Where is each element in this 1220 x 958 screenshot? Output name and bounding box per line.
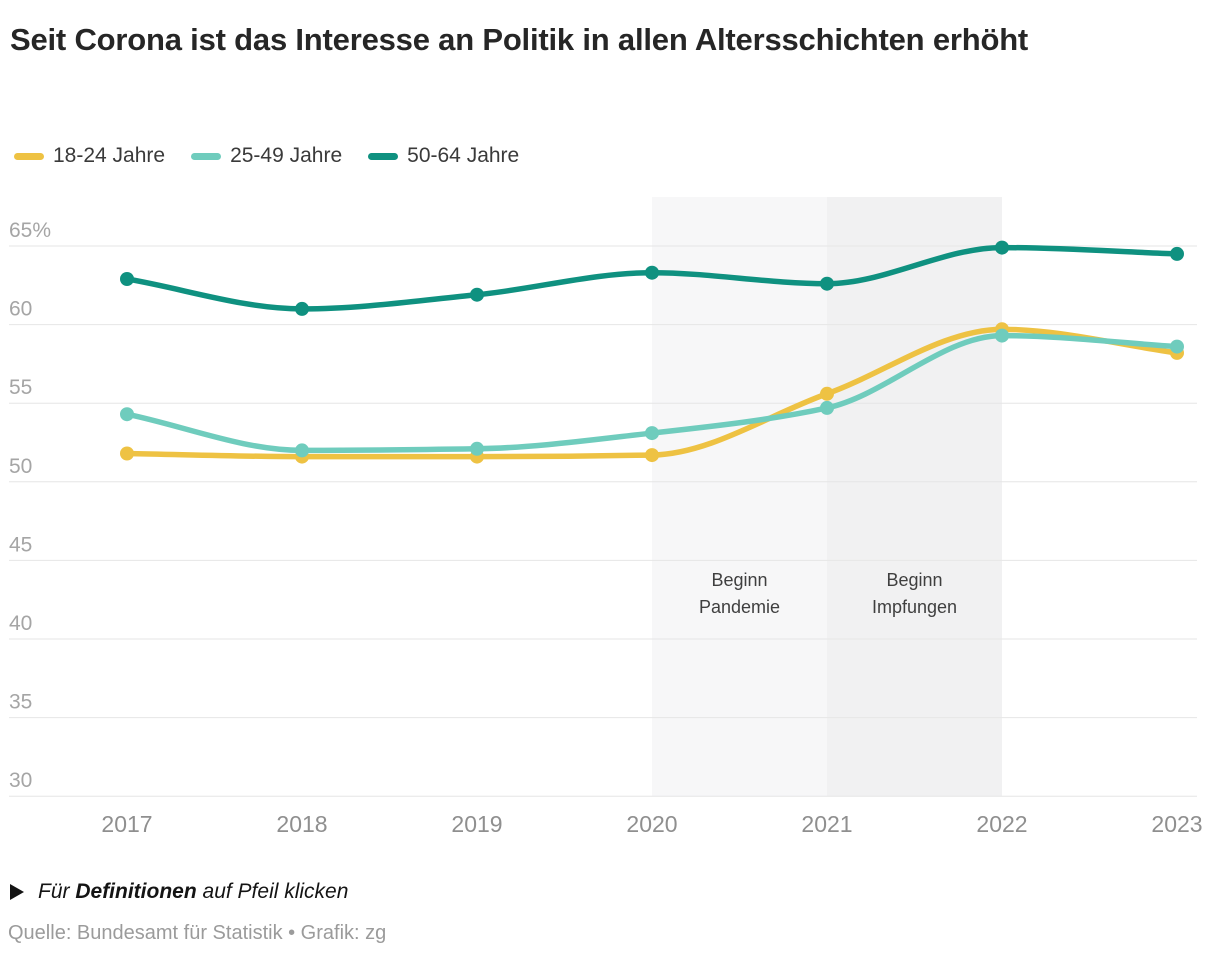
y-tick-label-50: 50 <box>9 455 32 478</box>
data-point-50-64-jahre-2020[interactable] <box>645 265 659 280</box>
data-point-25-49-jahre-2019[interactable] <box>470 441 484 456</box>
data-point-18-24-jahre-2021[interactable] <box>820 386 834 401</box>
data-point-18-24-jahre-2017[interactable] <box>120 446 134 461</box>
x-tick-label-2018: 2018 <box>276 811 327 837</box>
y-tick-label-60: 60 <box>9 298 32 321</box>
y-tick-label-55: 55 <box>9 376 32 399</box>
annotation-label-beginn-impfungen-line-0: Beginn <box>886 570 942 590</box>
data-point-25-49-jahre-2023[interactable] <box>1170 339 1184 354</box>
data-point-25-49-jahre-2018[interactable] <box>295 443 309 458</box>
y-tick-label-40: 40 <box>9 612 32 635</box>
legend-swatch-icon <box>14 152 44 160</box>
legend-item-18-24-jahre: 18-24 Jahre <box>14 144 165 168</box>
annotation-label-beginn-impfungen-line-1: Impfungen <box>872 597 957 617</box>
legend-item-label: 25-49 Jahre <box>230 144 343 167</box>
legend-item-label: 18-24 Jahre <box>53 144 166 167</box>
line-chart: 65% 60 55 50 45 40 35 30 2017 2018 2019 2020 2021 202… <box>0 195 1220 845</box>
annotation-label-beginn-pandemie-line-0: Beginn <box>711 570 767 590</box>
legend-item-25-49-jahre: 25-49 Jahre <box>191 144 342 168</box>
data-point-50-64-jahre-2019[interactable] <box>470 287 484 302</box>
data-point-25-49-jahre-2022[interactable] <box>995 328 1009 343</box>
y-tick-label-45: 45 <box>9 533 32 556</box>
legend: 18-24 Jahre 25-49 Jahre 50-64 Jahre <box>14 144 519 168</box>
legend-swatch-icon <box>191 152 222 160</box>
x-tick-label-2022: 2022 <box>976 811 1027 837</box>
y-tick-label-65: 65% <box>9 219 51 242</box>
legend-item-label: 50-64 Jahre <box>407 144 520 167</box>
y-tick-label-35: 35 <box>9 691 32 714</box>
x-tick-label-2017: 2017 <box>101 811 152 837</box>
note-text: Für Definitionen auf Pfeil klicken <box>38 880 349 903</box>
data-point-50-64-jahre-2021[interactable] <box>820 276 834 291</box>
data-point-50-64-jahre-2022[interactable] <box>995 240 1009 255</box>
source-line: Quelle: Bundesamt für Statistik • Grafik… <box>8 922 387 944</box>
legend-item-50-64-jahre: 50-64 Jahre <box>368 144 519 168</box>
annotation-label-beginn-pandemie-line-1: Pandemie <box>699 597 780 617</box>
data-point-25-49-jahre-2017[interactable] <box>120 407 134 422</box>
x-tick-label-2020: 2020 <box>626 811 677 837</box>
play-arrow-icon[interactable] <box>10 884 24 900</box>
annotation-band-beginn-impfungen <box>827 197 1002 797</box>
x-tick-label-2023: 2023 <box>1151 811 1202 837</box>
x-tick-label-2021: 2021 <box>801 811 852 837</box>
legend-swatch-icon <box>368 152 399 160</box>
data-point-50-64-jahre-2017[interactable] <box>120 272 134 286</box>
data-point-18-24-jahre-2020[interactable] <box>645 448 659 463</box>
data-point-25-49-jahre-2021[interactable] <box>820 400 834 415</box>
x-tick-label-2019: 2019 <box>451 811 502 837</box>
data-point-50-64-jahre-2023[interactable] <box>1170 246 1184 261</box>
data-point-25-49-jahre-2020[interactable] <box>645 426 659 441</box>
chart-title: Seit Corona ist das Interesse an Politik… <box>10 22 1029 57</box>
definitions-note: Für Definitionen auf Pfeil klicken <box>10 880 348 904</box>
chart-svg: 65% 60 55 50 45 40 35 30 2017 2018 2019 2020 2021 202… <box>9 197 1203 837</box>
annotation-band-beginn-pandemie <box>652 197 827 797</box>
y-tick-label-30: 30 <box>9 769 32 792</box>
data-point-50-64-jahre-2018[interactable] <box>295 301 309 316</box>
